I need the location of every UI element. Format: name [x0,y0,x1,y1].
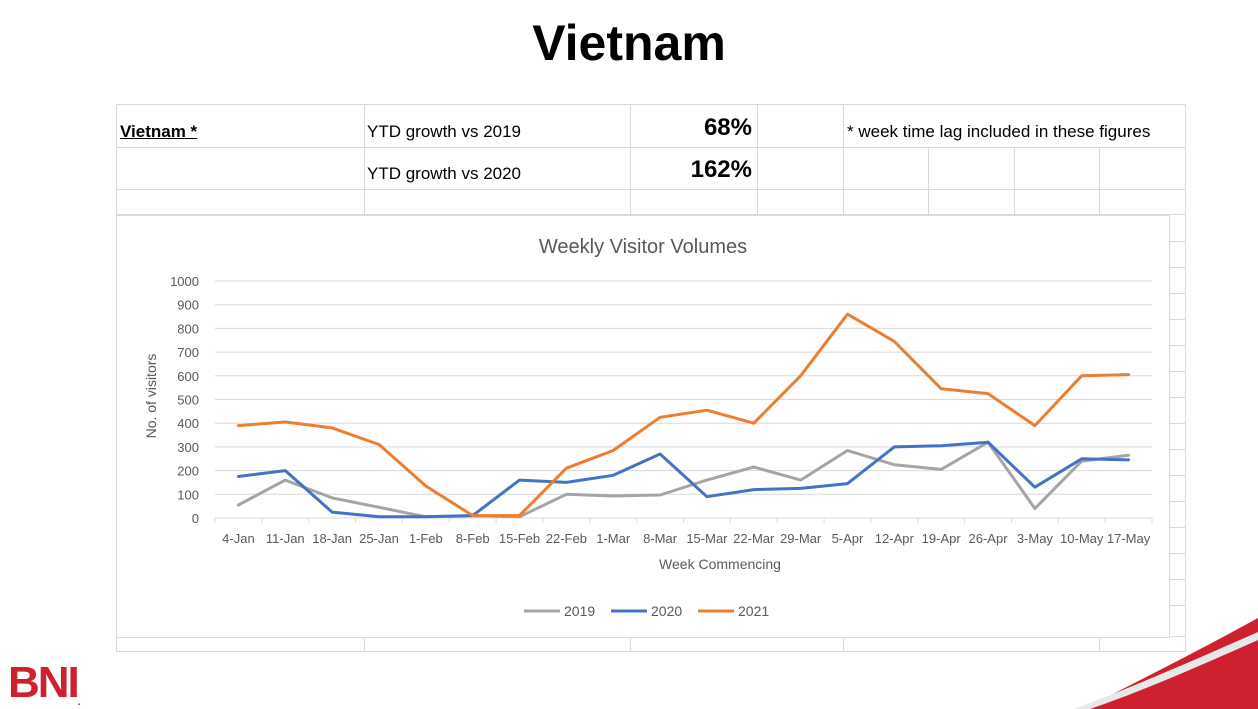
growth-2019-label: YTD growth vs 2019 [367,122,522,141]
chart-title: Weekly Visitor Volumes [539,236,747,258]
growth-2020-label: YTD growth vs 2020 [367,164,522,183]
series-line-2019 [236,440,1131,519]
series-line-2021 [236,312,1131,518]
x-tick-label: 8-Feb [456,531,490,546]
footnote: * week time lag included in these figure… [847,122,1151,141]
y-tick-label: 200 [177,464,199,479]
x-tick-label: 15-Mar [686,531,728,546]
y-tick-label: 600 [177,369,199,384]
x-tick-label: 22-Feb [546,531,587,546]
x-tick-label: 4-Jan [222,531,255,546]
y-axis-label: No. of visitors [143,354,159,439]
spreadsheet-grid: Vietnam * YTD growth vs 2019 68% * week … [116,104,1186,652]
x-tick-label: 29-Mar [780,531,822,546]
chart-area: Weekly Visitor Volumes No. of visitors W… [116,215,1170,638]
x-tick-label: 3-May [1017,531,1054,546]
bni-logo: BNI. [8,658,81,708]
line-chart: Weekly Visitor Volumes No. of visitors W… [143,236,1153,619]
x-tick-label: 17-May [1107,531,1151,546]
y-tick-label: 500 [177,393,199,408]
growth-2019-value: 68% [703,114,752,141]
y-tick-label: 800 [177,321,199,336]
x-tick-label: 18-Jan [312,531,352,546]
growth-2020-value: 162% [690,156,752,183]
country-label: Vietnam * [120,122,198,141]
y-tick-label: 1000 [170,274,199,289]
legend-label-2020: 2020 [651,603,682,619]
y-tick-label: 700 [177,345,199,360]
y-tick-label: 400 [177,416,199,431]
y-tick-label: 900 [177,298,199,313]
x-tick-label: 8-Mar [643,531,678,546]
x-tick-label: 25-Jan [359,531,399,546]
x-tick-label: 12-Apr [875,531,915,546]
legend-label-2021: 2021 [738,603,769,619]
page-title: Vietnam [532,15,726,71]
x-tick-label: 11-Jan [266,531,305,546]
x-tick-label: 5-Apr [832,531,864,546]
y-tick-label: 300 [177,440,199,455]
x-tick-label: 22-Mar [733,531,775,546]
x-tick-label: 1-Mar [596,531,631,546]
series-line-2020 [236,440,1131,519]
x-tick-label: 15-Feb [499,531,540,546]
x-tick-label: 26-Apr [969,531,1009,546]
x-tick-label: 10-May [1060,531,1104,546]
brand-swoosh [1074,618,1258,709]
y-tick-label: 100 [177,487,199,502]
x-tick-label: 1-Feb [409,531,443,546]
legend-label-2019: 2019 [564,603,595,619]
x-axis-label: Week Commencing [659,556,781,572]
x-tick-label: 19-Apr [922,531,962,546]
y-tick-label: 0 [192,511,199,526]
